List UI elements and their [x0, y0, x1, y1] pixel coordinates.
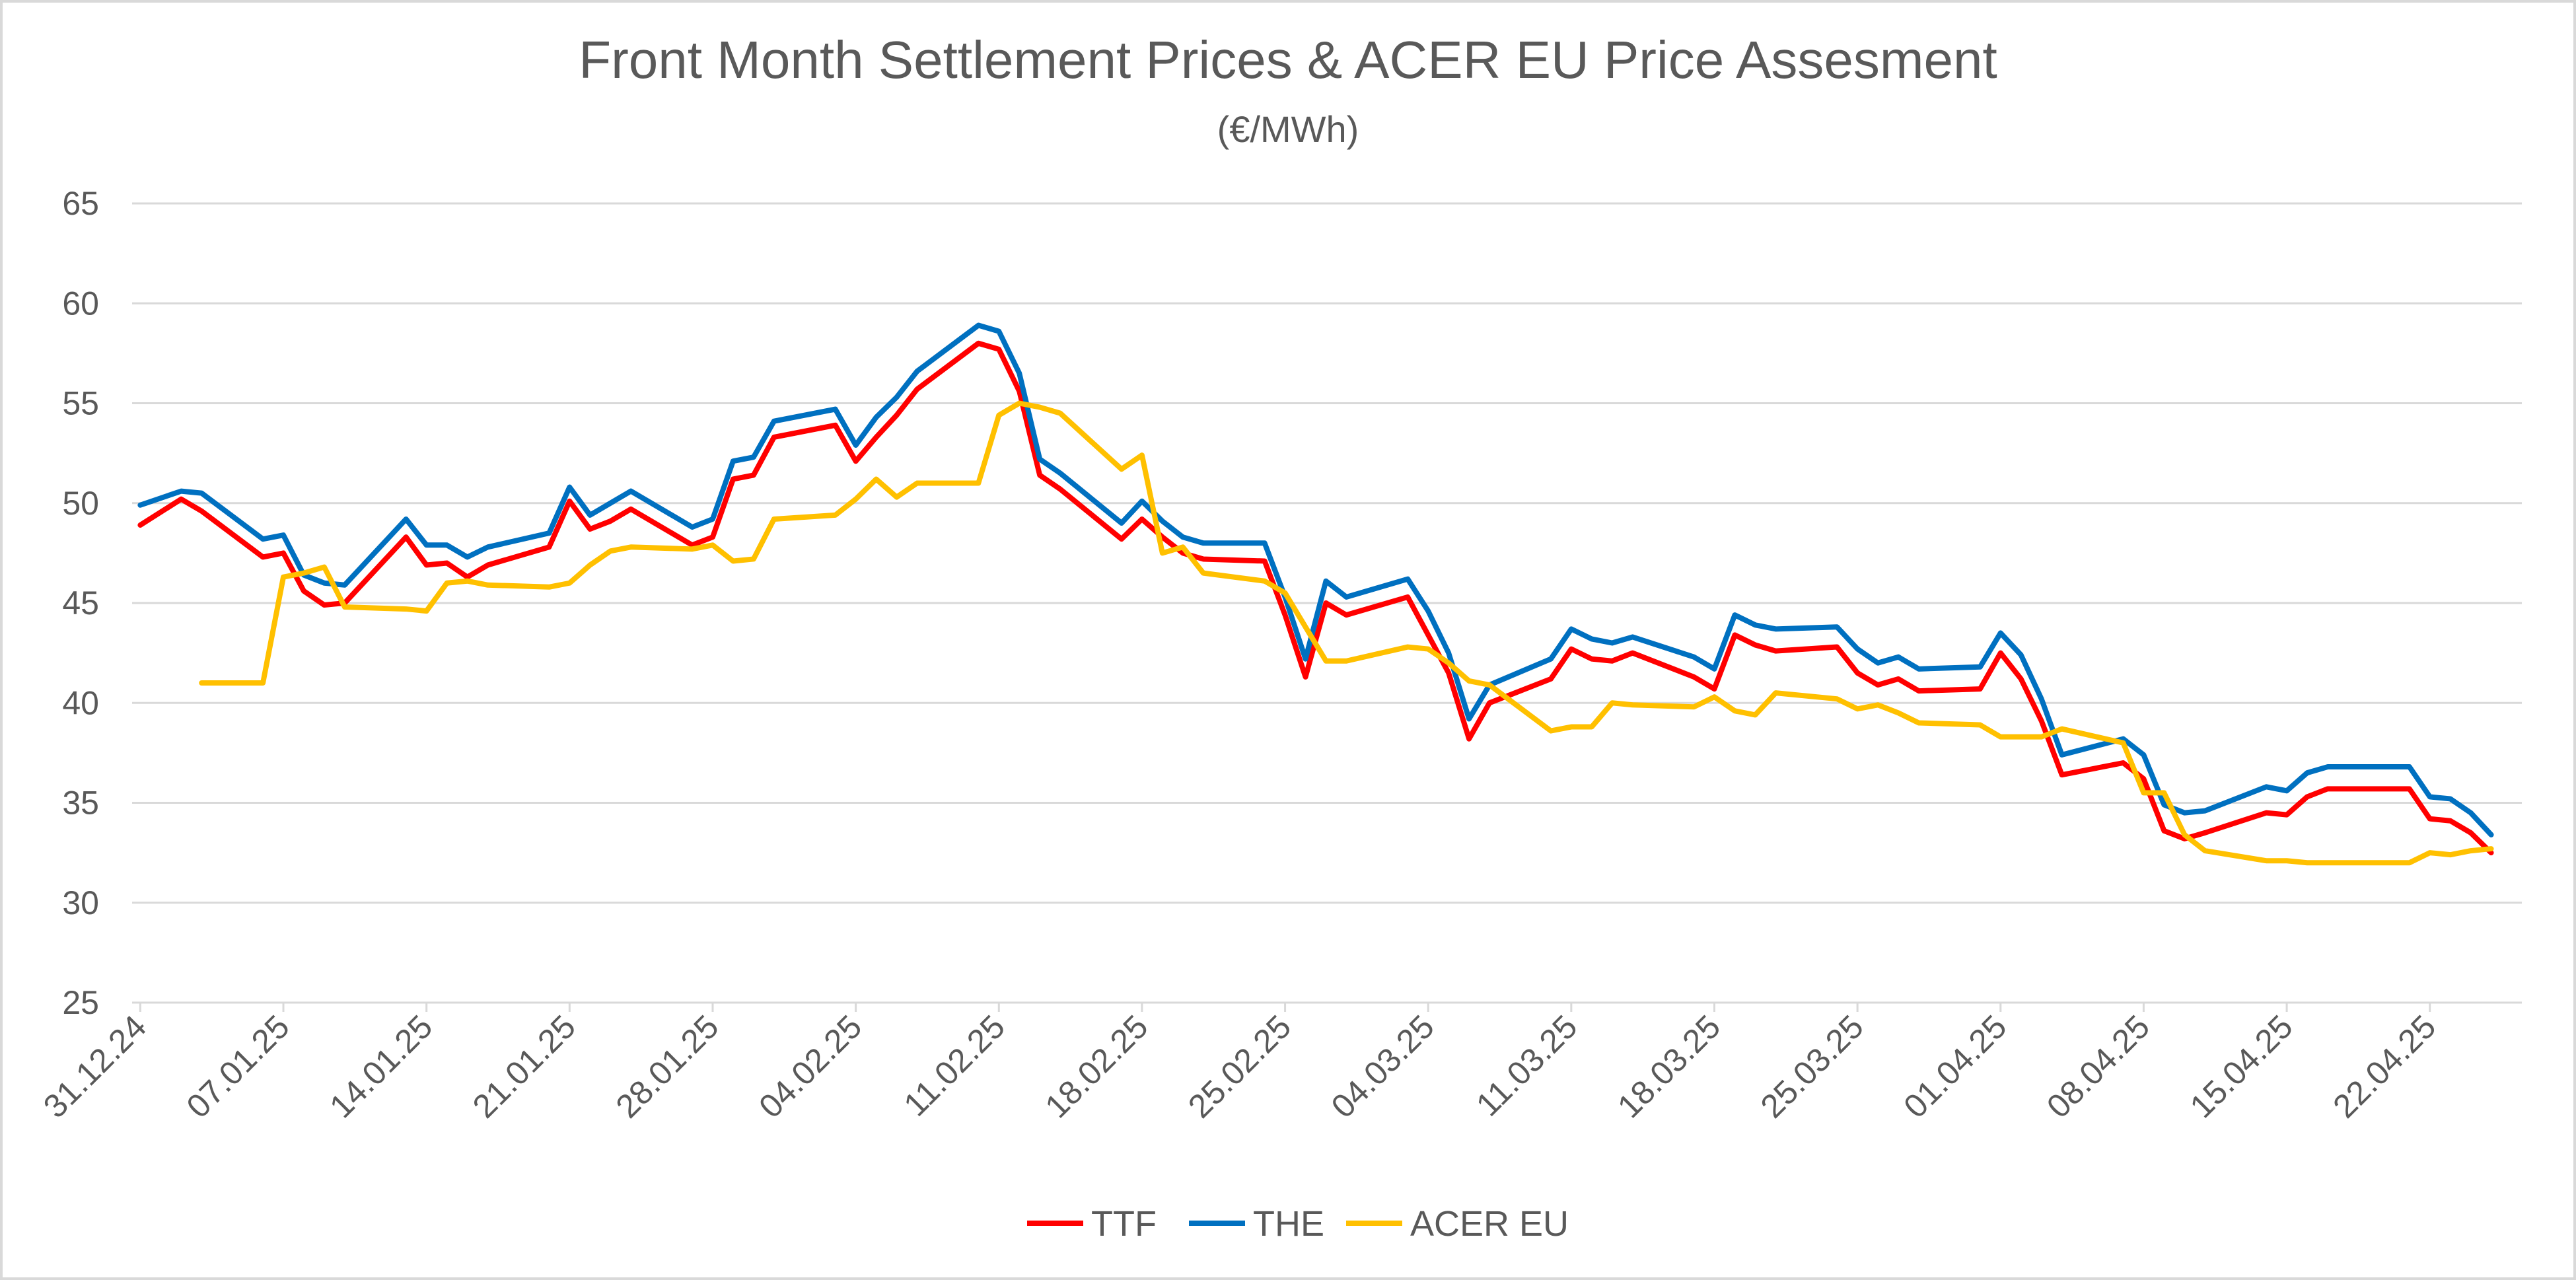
legend-label-acer-eu: ACER EU: [1410, 1204, 1569, 1244]
y-tick-label: 25: [62, 984, 99, 1021]
series-lines: [137, 322, 2494, 866]
y-axis-ticks: 25 30 35 40 45 50 55 60 65: [62, 185, 99, 1021]
series-the: [137, 322, 2494, 837]
legend-label-the: THE: [1253, 1204, 1324, 1244]
chart-title: Front Month Settlement Prices & ACER EU …: [579, 30, 1997, 89]
y-tick-label: 60: [62, 285, 99, 322]
y-tick-label: 65: [62, 185, 99, 222]
chart-subtitle: (€/MWh): [1217, 108, 1359, 150]
y-tick-label: 40: [62, 684, 99, 721]
legend: TTF THE ACER EU: [1027, 1204, 1569, 1244]
legend-label-ttf: TTF: [1091, 1204, 1157, 1244]
y-tick-label: 35: [62, 785, 99, 822]
y-tick-label: 55: [62, 385, 99, 422]
series-line: [199, 400, 2494, 866]
y-tick-label: 30: [62, 884, 99, 921]
y-tick-label: 45: [62, 585, 99, 622]
series-acer-eu: [199, 400, 2494, 866]
series-line: [137, 322, 2494, 837]
y-tick-label: 50: [62, 485, 99, 522]
